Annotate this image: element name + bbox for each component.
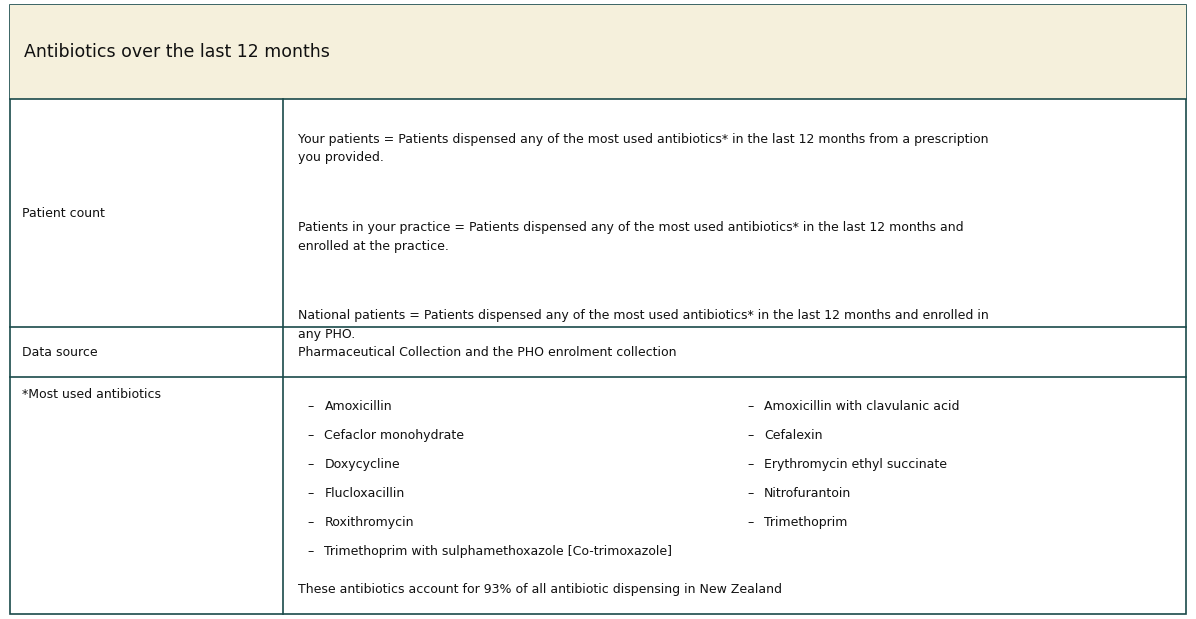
Text: Data source: Data source	[22, 345, 97, 358]
Text: These antibiotics account for 93% of all antibiotic dispensing in New Zealand: These antibiotics account for 93% of all…	[298, 582, 782, 595]
Text: Cefalexin: Cefalexin	[764, 430, 823, 443]
Text: Antibiotics over the last 12 months: Antibiotics over the last 12 months	[24, 43, 330, 61]
Text: Nitrofurantoin: Nitrofurantoin	[764, 487, 852, 500]
Text: –: –	[307, 487, 315, 500]
Text: –: –	[307, 516, 315, 529]
Text: –: –	[307, 430, 315, 443]
Text: Trimethoprim: Trimethoprim	[764, 516, 848, 529]
Text: Erythromycin ethyl succinate: Erythromycin ethyl succinate	[764, 458, 947, 471]
Text: –: –	[748, 487, 753, 500]
Text: Flucloxacillin: Flucloxacillin	[324, 487, 404, 500]
Text: –: –	[307, 458, 315, 471]
Text: Your patients = Patients dispensed any of the most used antibiotics* in the last: Your patients = Patients dispensed any o…	[298, 133, 989, 165]
Text: –: –	[307, 400, 315, 413]
Text: *Most used antibiotics: *Most used antibiotics	[22, 389, 160, 402]
Text: Patient count: Patient count	[22, 207, 104, 220]
Text: –: –	[748, 430, 753, 443]
Text: Pharmaceutical Collection and the PHO enrolment collection: Pharmaceutical Collection and the PHO en…	[298, 345, 677, 358]
Text: Cefaclor monohydrate: Cefaclor monohydrate	[324, 430, 464, 443]
Text: –: –	[307, 545, 315, 558]
Text: National patients = Patients dispensed any of the most used antibiotics* in the : National patients = Patients dispensed a…	[298, 310, 989, 341]
Text: –: –	[748, 458, 753, 471]
Text: Amoxicillin with clavulanic acid: Amoxicillin with clavulanic acid	[764, 400, 959, 413]
Text: Doxycycline: Doxycycline	[324, 458, 401, 471]
Text: Roxithromycin: Roxithromycin	[324, 516, 414, 529]
Bar	[10, 5, 1186, 100]
Text: Patients in your practice = Patients dispensed any of the most used antibiotics*: Patients in your practice = Patients dis…	[298, 221, 964, 253]
Text: –: –	[748, 516, 753, 529]
Text: –: –	[748, 400, 753, 413]
Text: Amoxicillin: Amoxicillin	[324, 400, 392, 413]
Text: Trimethoprim with sulphamethoxazole [Co-trimoxazole]: Trimethoprim with sulphamethoxazole [Co-…	[324, 545, 672, 558]
